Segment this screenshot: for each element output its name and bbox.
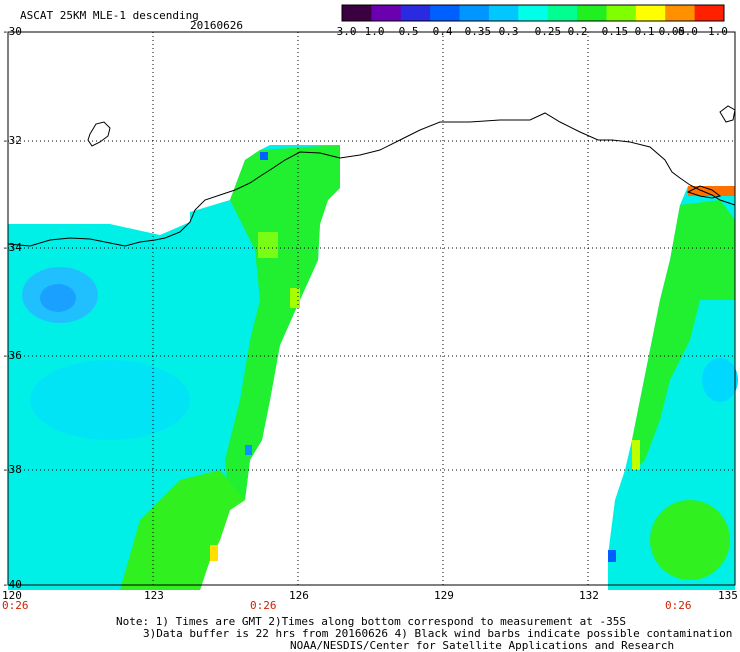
colorbar-label: -0.25 — [528, 25, 562, 38]
time-marker-west: 0:26 — [2, 599, 29, 612]
time-marker-center: 0:26 — [250, 599, 277, 612]
colorbar-segment — [430, 5, 461, 21]
colorbar-label: -0.15 — [595, 25, 629, 38]
west-cyan-deep-patch — [30, 360, 190, 440]
east-orange-strip — [688, 186, 735, 196]
west-blue-pixel — [260, 152, 268, 160]
note-line-1: Note: 1) Times are GMT 2)Times along bot… — [116, 615, 626, 628]
note-line-3: NOAA/NESDIS/Center for Satellite Applica… — [290, 639, 675, 652]
product-title: ASCAT 25KM MLE-1 descending — [20, 9, 199, 22]
colorbar-label: -0.4 — [426, 25, 453, 38]
colorbar-label: -0.5 — [392, 25, 419, 38]
recherche-islands — [87, 121, 111, 147]
colorbar — [341, 4, 725, 22]
east-green-lower — [650, 500, 730, 580]
colorbar-segment — [400, 5, 431, 21]
colorbar-label: 1.0 — [708, 25, 728, 38]
colorbar-segment — [665, 5, 696, 21]
east-cyan-deep — [702, 358, 738, 402]
map-frame — [7, 31, 736, 586]
colorbar-segment — [547, 5, 578, 21]
lat-lon-grid — [7, 31, 736, 586]
coastline-australia — [7, 112, 736, 247]
east-swath — [608, 186, 738, 590]
west-blue-core — [40, 284, 76, 312]
colorbar-segment — [577, 5, 607, 21]
latitude-label: -30 — [2, 25, 22, 38]
west-green-lower — [120, 470, 245, 590]
colorbar-segment — [635, 5, 666, 21]
colorbar-segment — [694, 5, 725, 21]
longitude-label: 129 — [434, 589, 454, 602]
colorbar-segment — [488, 5, 519, 21]
colorbar-label: 0.0 — [678, 25, 698, 38]
east-green-band — [632, 200, 735, 470]
west-yellow-spot — [258, 232, 278, 258]
east-blue-pixel — [608, 550, 616, 562]
colorbar-label: -0.1 — [628, 25, 655, 38]
colorbar-label: -0.35 — [458, 25, 492, 38]
longitude-label: 126 — [289, 589, 309, 602]
time-marker-east: 0:26 — [665, 599, 692, 612]
longitude-label: 120 — [2, 589, 22, 602]
colorbar-segment — [606, 5, 637, 21]
colorbar-frame — [341, 4, 725, 22]
east-yellow-spot — [632, 440, 640, 470]
west-swath — [8, 145, 340, 590]
colorbar-label: -0.2 — [561, 25, 588, 38]
colorbar-label: -0.3 — [492, 25, 519, 38]
latitude-label: -38 — [2, 463, 22, 476]
west-orange-spot — [210, 545, 218, 561]
west-blue-pixel-2 — [245, 445, 252, 455]
longitude-label: 132 — [579, 589, 599, 602]
colorbar-label: -3.0 — [330, 25, 357, 38]
kangaroo-island — [686, 185, 722, 199]
west-green-band — [225, 145, 340, 510]
colorbar-label: -1.0 — [358, 25, 385, 38]
longitude-label: 123 — [144, 589, 164, 602]
eyre-peninsula-island — [719, 105, 736, 123]
latitude-label: -34 — [2, 241, 22, 254]
latitude-label: -32 — [2, 134, 22, 147]
colorbar-label: -0.05 — [652, 25, 686, 38]
product-date: 20160626 — [190, 19, 243, 32]
west-yellow-edge — [290, 288, 300, 308]
colorbar-segment — [459, 5, 490, 21]
colorbar-segment — [342, 5, 372, 21]
longitude-label: 135 — [718, 589, 738, 602]
colorbar-segment — [518, 5, 549, 21]
note-line-2: 3)Data buffer is 22 hrs from 20160626 4)… — [143, 627, 733, 640]
latitude-label: -40 — [2, 578, 22, 591]
latitude-label: -36 — [2, 349, 22, 362]
colorbar-segment — [371, 5, 402, 21]
